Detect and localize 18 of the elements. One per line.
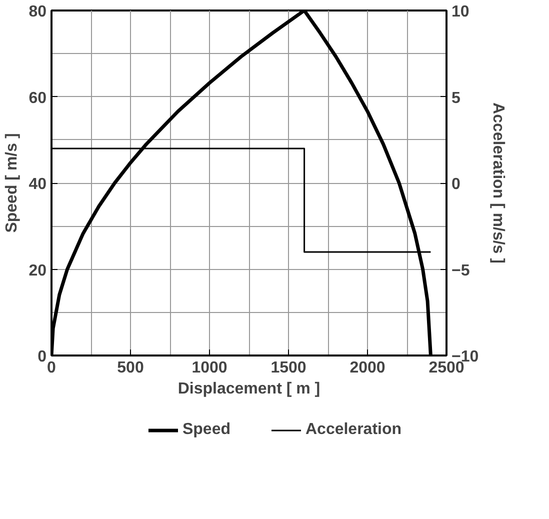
- y2-tick-label: 0: [452, 176, 460, 193]
- y2-tick-label: −5: [452, 262, 470, 280]
- x-tick-label: 1000: [192, 360, 228, 376]
- y2-axis-title: Acceleration [ m/s/s ]: [490, 102, 507, 264]
- x-tick-label: 2000: [350, 360, 386, 376]
- y-axis-title: Speed [ m/s ]: [4, 133, 21, 233]
- y-tick-label: 0: [38, 348, 47, 366]
- legend-label: Speed: [182, 421, 230, 439]
- x-tick-label: 1500: [270, 360, 306, 376]
- y2-tick-label: 10: [452, 4, 470, 20]
- y-tick-label: 60: [28, 90, 47, 107]
- legend-label: Acceleration: [305, 421, 402, 439]
- y-tick-label: 80: [28, 4, 47, 20]
- y2-tick-label: 5: [452, 90, 460, 107]
- y-tick-label: 20: [28, 262, 47, 280]
- x-tick-label: 500: [117, 360, 144, 376]
- y-tick-label: 40: [28, 176, 47, 193]
- x-axis-title: Displacement [ m ]: [178, 380, 320, 398]
